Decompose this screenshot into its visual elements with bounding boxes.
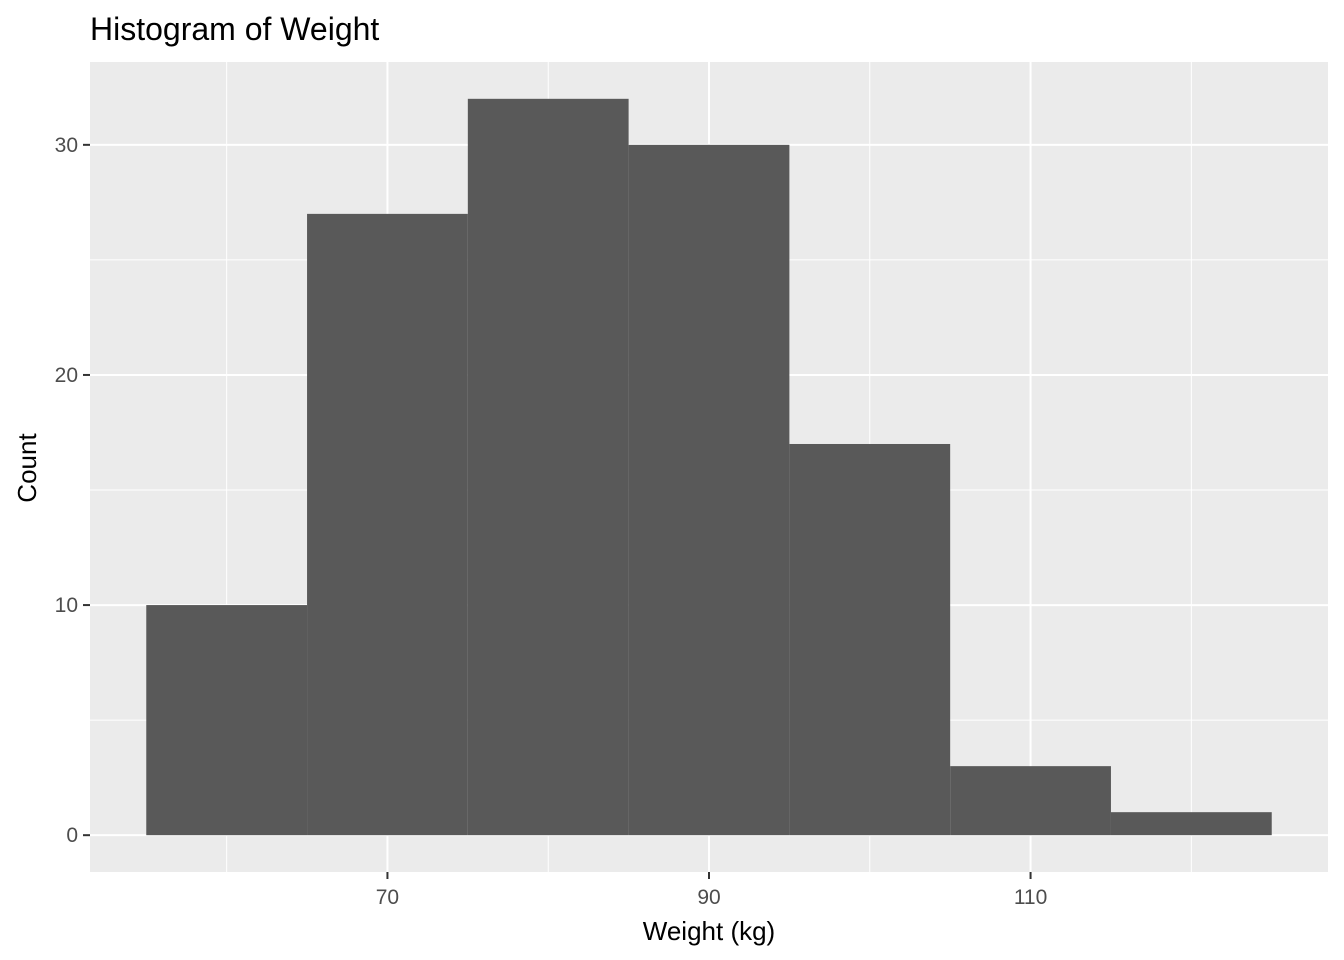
x-axis: 70 90 110	[376, 872, 1047, 909]
histogram-bar-0	[146, 605, 308, 836]
x-tick-label-1: 90	[697, 886, 720, 909]
histogram-bar-3	[628, 144, 790, 836]
x-tick-label-2: 110	[1014, 886, 1047, 909]
histogram-bars	[146, 98, 1272, 836]
y-tick-label-0: 0	[66, 824, 78, 847]
y-tick-label-2: 20	[55, 364, 78, 387]
chart-title: Histogram of Weight	[90, 11, 379, 47]
y-tick-label-3: 30	[55, 134, 78, 157]
y-axis-title: Count	[12, 433, 42, 503]
histogram-bar-5	[950, 766, 1111, 836]
x-axis-title: Weight (kg)	[643, 916, 775, 946]
histogram-bar-4	[789, 443, 951, 836]
y-tick-label-1: 10	[55, 594, 78, 617]
histogram-bar-6	[1110, 812, 1272, 836]
x-tick-label-0: 70	[376, 886, 399, 909]
histogram-bar-2	[467, 98, 629, 836]
y-axis: 0 10 20 30	[55, 134, 90, 847]
histogram-bar-1	[307, 213, 468, 836]
